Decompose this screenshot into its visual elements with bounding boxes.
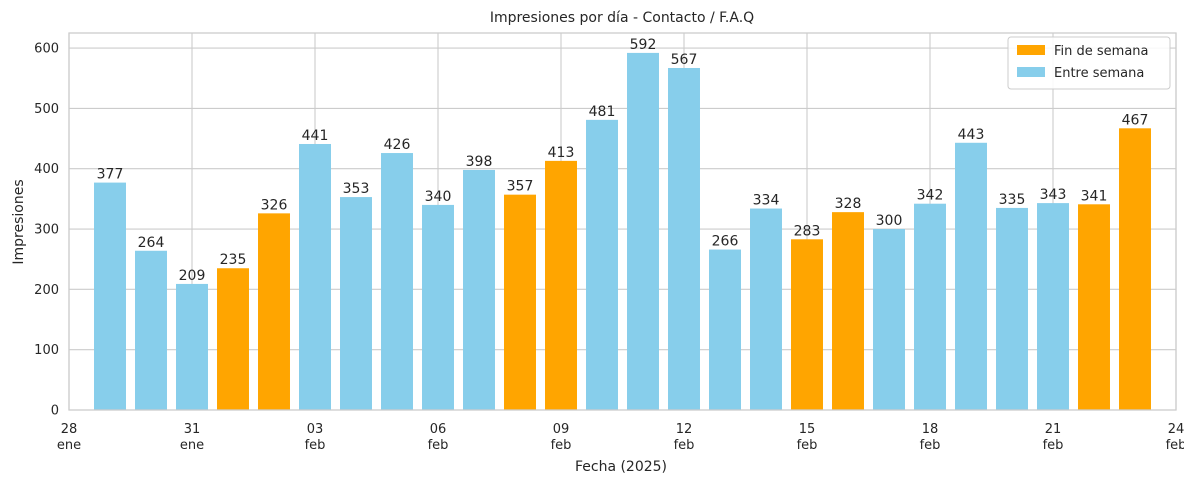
y-axis-label: Impresiones (11, 179, 27, 264)
x-tick-day: 31 (184, 422, 201, 437)
x-tick-month: feb (1043, 438, 1064, 453)
legend-swatch (1017, 45, 1045, 55)
bar-value-label: 235 (220, 252, 247, 268)
x-tick-day: 21 (1045, 422, 1062, 437)
y-axis-ticks: 0 100 200 300 400 500 600 (34, 42, 59, 419)
bar (709, 249, 741, 410)
x-axis-label: Fecha (2025) (575, 459, 667, 475)
bar (217, 268, 249, 410)
bar-value-label: 467 (1122, 112, 1149, 128)
bar-value-labels: 377 264 209 235 326 441 353 426 340 398 357 413 481 5… (97, 37, 1149, 284)
bar-value-label: 328 (835, 196, 862, 212)
bar (135, 250, 167, 410)
bar-value-label: 283 (794, 223, 821, 239)
chart-title: Impresiones por día - Contacto / F.A.Q (490, 10, 754, 26)
y-tick-label: 600 (34, 42, 59, 57)
bar (586, 119, 618, 410)
bar-value-label: 334 (753, 193, 780, 209)
bar (422, 204, 454, 410)
bar (1119, 128, 1151, 410)
x-tick-month: ene (57, 438, 81, 453)
bar-value-label: 481 (589, 104, 616, 120)
bar (1037, 203, 1069, 410)
bar-value-label: 266 (712, 234, 739, 250)
bars (94, 52, 1151, 411)
legend: Fin de semana Entre semana (1007, 36, 1171, 90)
bar-value-label: 426 (384, 137, 411, 153)
bar (381, 153, 413, 410)
x-tick-month: feb (1166, 438, 1184, 453)
bar (791, 239, 823, 410)
bar (463, 169, 495, 410)
bar (340, 197, 372, 410)
bar (176, 283, 208, 410)
bar (258, 213, 290, 410)
bar (955, 142, 987, 410)
bar-value-label: 441 (302, 128, 329, 144)
bar-value-label: 335 (999, 192, 1026, 208)
x-tick-day: 09 (553, 422, 570, 437)
x-tick-month: feb (305, 438, 326, 453)
plot-frame (68, 32, 1177, 411)
y-tick-label: 100 (34, 343, 59, 358)
bar-value-label: 342 (917, 188, 944, 204)
bar (750, 208, 782, 410)
bar (996, 207, 1028, 410)
y-tick-label: 200 (34, 283, 59, 298)
bar-value-label: 300 (876, 213, 903, 229)
bar-value-label: 264 (138, 235, 165, 251)
bar-value-label: 592 (630, 37, 657, 53)
y-tick-label: 300 (34, 223, 59, 238)
x-tick-month: feb (674, 438, 695, 453)
bar (299, 143, 331, 410)
x-tick-day: 15 (799, 422, 816, 437)
bar (832, 212, 864, 410)
y-tick-label: 0 (51, 404, 59, 419)
y-tick-label: 500 (34, 102, 59, 117)
bar-value-label: 209 (179, 268, 206, 284)
bar-value-label: 357 (507, 179, 534, 195)
x-tick-day: 12 (676, 422, 693, 437)
bar (94, 182, 126, 410)
bar-value-label: 413 (548, 145, 575, 161)
bar-value-label: 443 (958, 127, 985, 143)
x-tick-day: 24 (1168, 422, 1184, 437)
bar (504, 194, 536, 410)
x-tick-month: feb (920, 438, 941, 453)
bar (627, 52, 659, 410)
bar (545, 160, 577, 410)
bar-value-label: 377 (97, 167, 124, 183)
x-tick-month: feb (428, 438, 449, 453)
bar (873, 229, 905, 410)
legend-label: Fin de semana (1054, 44, 1149, 59)
x-tick-month: feb (797, 438, 818, 453)
bar-value-label: 398 (466, 154, 493, 170)
x-tick-day: 18 (922, 422, 939, 437)
bar-value-label: 353 (343, 181, 370, 197)
x-tick-day: 06 (430, 422, 447, 437)
x-tick-month: ene (180, 438, 204, 453)
bar (668, 67, 700, 411)
bar (1078, 204, 1110, 410)
bar-value-label: 341 (1081, 188, 1108, 204)
bar-value-label: 340 (425, 189, 452, 205)
x-tick-day: 03 (307, 422, 324, 437)
x-axis-ticks: 28ene31ene03feb06feb09feb12feb15feb18feb… (57, 422, 1184, 453)
bar-value-label: 343 (1040, 187, 1067, 203)
legend-label: Entre semana (1054, 66, 1144, 81)
legend-swatch (1017, 67, 1045, 77)
x-tick-day: 28 (61, 422, 78, 437)
legend-box (1007, 36, 1171, 90)
bar (914, 203, 946, 410)
bar-value-label: 567 (671, 52, 698, 68)
bar-value-label: 326 (261, 197, 288, 213)
y-tick-label: 400 (34, 162, 59, 177)
x-tick-month: feb (551, 438, 572, 453)
